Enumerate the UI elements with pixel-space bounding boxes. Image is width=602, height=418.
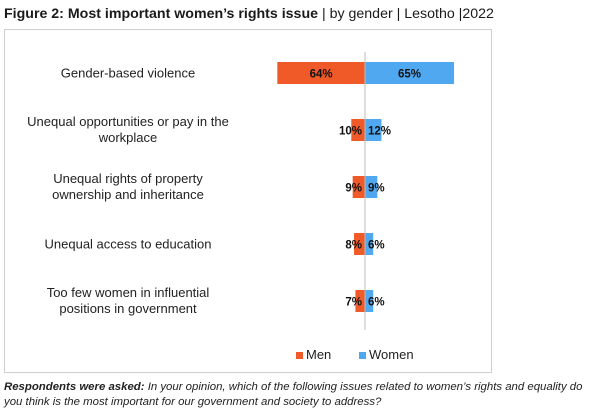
category-label: Unequal access to education xyxy=(45,237,212,252)
bar-men xyxy=(351,119,365,141)
legend-swatch-men xyxy=(296,352,303,359)
data-label-men: 9% xyxy=(345,183,362,195)
bar-women xyxy=(365,233,374,255)
bar-men xyxy=(355,290,365,312)
bar-men xyxy=(277,62,365,84)
data-label-men: 10% xyxy=(339,126,362,138)
data-label-men: 64% xyxy=(310,69,333,81)
data-label-women: 6% xyxy=(368,297,385,309)
legend-label-women: Women xyxy=(369,347,414,362)
figure-title-main: Figure 2: Most important women’s rights … xyxy=(4,6,319,22)
data-label-women: 6% xyxy=(368,240,385,252)
category-label: Unequal rights of property ownership and … xyxy=(52,171,204,202)
figure-title-subtitle: | by gender | Lesotho |2022 xyxy=(318,6,494,22)
footnote: Respondents were asked: In your opinion,… xyxy=(4,380,600,410)
bar-women xyxy=(365,290,374,312)
bar-men xyxy=(354,233,365,255)
data-label-women: 65% xyxy=(398,69,421,81)
bar-women xyxy=(365,62,455,84)
legend-swatch-women xyxy=(359,352,366,359)
category-label: Too few women in influential positions in… xyxy=(47,285,210,316)
data-label-women: 12% xyxy=(368,126,391,138)
footnote-lead: Respondents were asked: xyxy=(4,381,145,393)
data-label-men: 7% xyxy=(345,297,362,309)
bar-women xyxy=(365,119,382,141)
data-label-men: 8% xyxy=(345,240,362,252)
data-label-women: 9% xyxy=(368,183,385,195)
chart-frame xyxy=(4,29,492,373)
footnote-text: In your opinion, which of the following … xyxy=(4,381,583,408)
bar-women xyxy=(365,176,378,198)
legend-label-men: Men xyxy=(306,347,331,362)
bar-men xyxy=(352,176,365,198)
chart: Gender-based violence 64% 65% Unequal oppor… xyxy=(27,52,455,362)
figure-title: Figure 2: Most important women’s rights … xyxy=(4,4,600,24)
category-label: Gender-based violence xyxy=(61,66,195,81)
category-label: Unequal opportunities or pay in the workp… xyxy=(27,114,229,145)
